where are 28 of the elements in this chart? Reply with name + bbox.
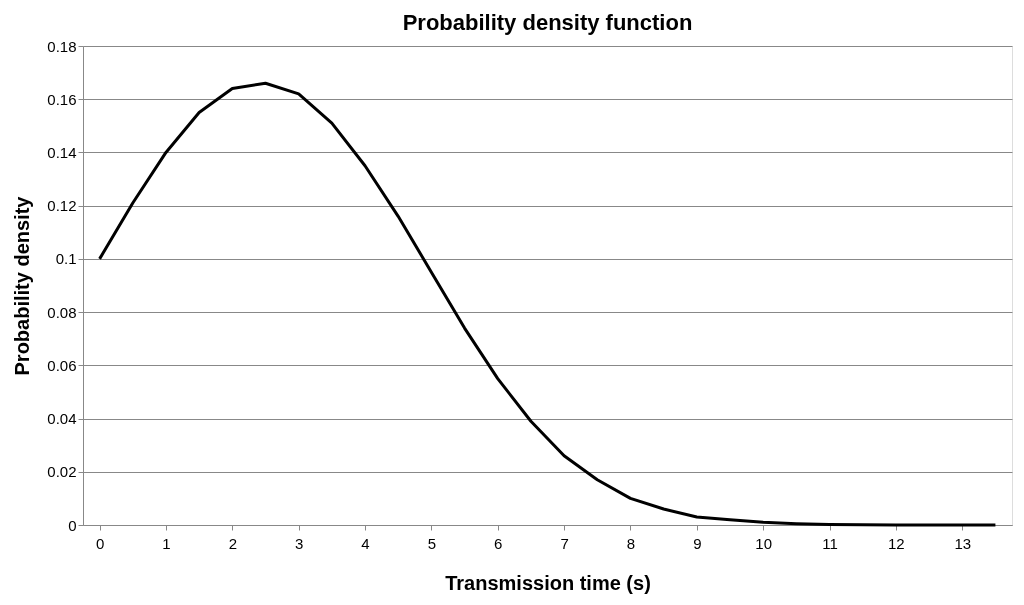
x-axis-title: Transmission time (s) [445, 571, 651, 594]
x-tick-label: 6 [494, 534, 503, 552]
x-tick-label: 12 [888, 534, 905, 552]
x-tick-label: 10 [755, 534, 772, 552]
x-tick-label: 2 [228, 534, 237, 552]
x-tick-label: 4 [361, 534, 370, 552]
x-tick-label: 7 [560, 534, 569, 552]
x-tick-label: 0 [95, 534, 105, 552]
y-tick-label: 0.04 [47, 410, 77, 428]
x-tick-label: 8 [626, 534, 636, 552]
y-tick-label: 0.16 [47, 90, 77, 108]
x-tick-label: 5 [427, 534, 437, 552]
y-tick-label: 0.06 [47, 356, 77, 374]
x-tick-label: 13 [954, 534, 972, 552]
y-tick-label: 0.12 [47, 197, 77, 215]
x-tick-label: 11 [822, 534, 838, 552]
x-tick-label: 1 [162, 534, 171, 552]
x-tick-label: 9 [693, 534, 702, 552]
y-tick-label: 0 [68, 516, 77, 534]
y-tick-label: 0.14 [47, 143, 77, 161]
chart-title: Probability density function [402, 10, 693, 35]
y-tick-label: 0.1 [55, 250, 77, 268]
y-axis-title: Probability density [11, 195, 34, 376]
x-tick-label: 3 [294, 534, 304, 552]
line-series [98, 81, 997, 527]
y-tick-label: 0.08 [47, 303, 77, 321]
y-tick-label: 0.18 [47, 37, 77, 55]
y-tick-label: 0.02 [47, 463, 77, 481]
